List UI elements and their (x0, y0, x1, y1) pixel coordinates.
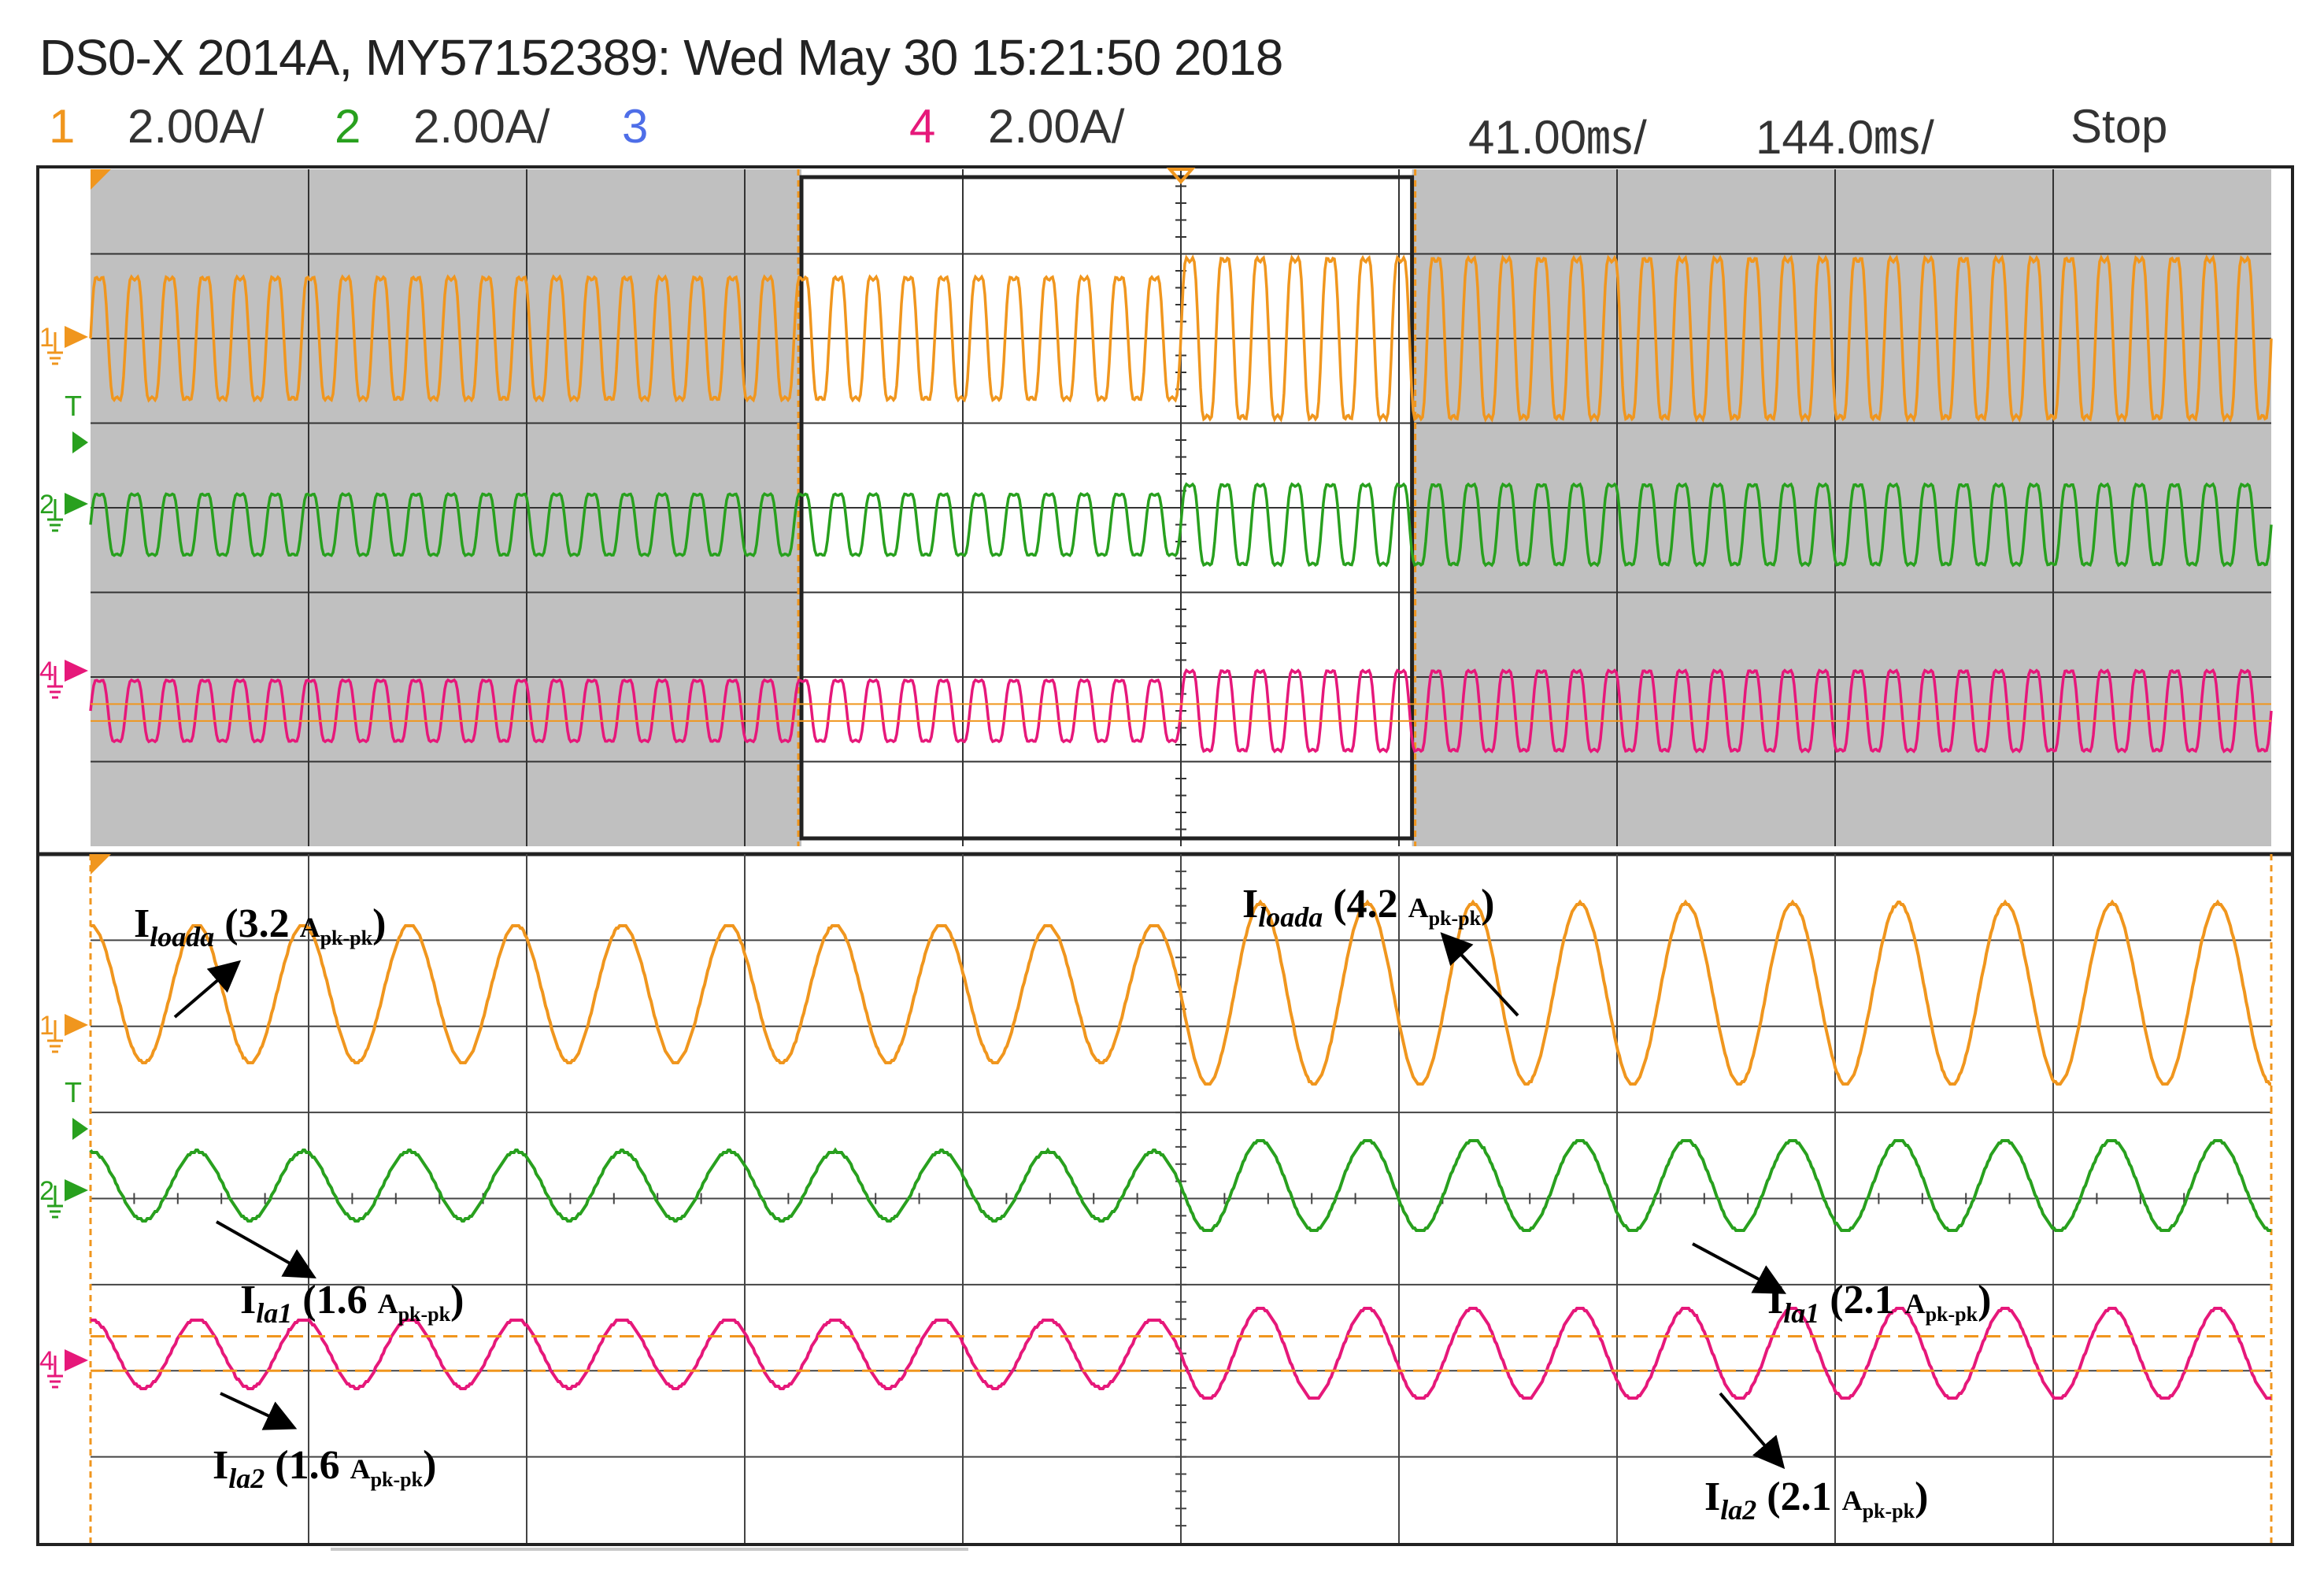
annotations: Iloada (3.2 Apk-pk) Iloada (4.2 Apk-pk) Il… (134, 882, 1991, 1526)
overview-trace-ch4 (89, 668, 2273, 754)
annotation-arrow-iloada-before (173, 960, 242, 1019)
corner-marker (91, 169, 111, 190)
overview-panel (89, 168, 2273, 846)
timebase-readout: 41.00㎳/ (1468, 111, 1647, 164)
ch1-marker: 1 (39, 323, 54, 353)
corner-marker (91, 854, 111, 875)
annotation-ila2-after: Ila2 (2.1 Apk-pk) (1704, 1474, 1928, 1526)
ch2-marker-ground-icon (47, 499, 63, 532)
scope-title: DS0-X 2014A, MY57152389: Wed May 30 15:2… (39, 29, 1283, 86)
ch1-marker-ground-icon (47, 332, 63, 365)
trigger-zoom-marker: T (65, 1076, 82, 1108)
ch2-zoom-marker-ground-icon (47, 1186, 63, 1219)
run-state: Stop (2071, 100, 2168, 153)
annotation-arrow-iloada-after (1440, 932, 1519, 1017)
ch2-zoom-marker: 2 (39, 1176, 54, 1206)
overview-trace-ch1 (89, 254, 2273, 423)
zoom-timebase-readout: 144.0㎳/ (1756, 111, 1934, 164)
zoom-trace-iloada (91, 899, 2271, 1086)
annotation-iloada-before: Iloada (3.2 Apk-pk) (134, 901, 386, 953)
ch1-zoom-marker-arrow-icon (65, 1014, 88, 1036)
ch1-zoom-marker: 1 (39, 1011, 54, 1041)
channel-markers: 1 2 4 1 2 4 T T (39, 323, 88, 1389)
ch2-marker-arrow-icon (65, 493, 88, 515)
annotation-arrow-ila2-before (220, 1392, 298, 1430)
ch4-marker: 4 (39, 657, 54, 686)
trigger-marker-arrow-icon (72, 431, 88, 453)
annotation-ila1-before: Ila1 (1.6 Apk-pk) (240, 1278, 464, 1329)
annotation-ila2-before: Ila2 (1.6 Apk-pk) (213, 1443, 436, 1494)
ch4-zoom-marker: 4 (39, 1346, 54, 1376)
ch4-zoom-marker-arrow-icon (65, 1349, 88, 1371)
ch4-zoom-marker-ground-icon (47, 1356, 63, 1389)
trigger-position-marker (1166, 168, 1196, 185)
ch2-zoom-marker-arrow-icon (65, 1179, 88, 1201)
ch4-scale: 2.00A/ (988, 100, 1125, 153)
annotation-arrow-ila1-before (216, 1220, 316, 1278)
ch2-number: 2 (335, 100, 361, 153)
ch4-marker-ground-icon (47, 666, 63, 699)
annotation-arrow-ila1-after (1692, 1242, 1787, 1294)
ch2-scale: 2.00A/ (413, 100, 550, 153)
zoom-trace-ila1 (89, 1139, 2271, 1232)
zoom-panel (38, 852, 2293, 1543)
overview-trace-ch2 (89, 482, 2273, 568)
annotation-ila1-after: Ila1 (2.1 Apk-pk) (1767, 1278, 1991, 1329)
annotation-arrow-ila2-after (1719, 1392, 1786, 1470)
ch1-marker-arrow-icon (65, 326, 88, 348)
annotation-iloada-after: Iloada (4.2 Apk-pk) (1242, 882, 1494, 933)
ch1-number: 1 (49, 100, 76, 153)
zoom-window-border (799, 175, 1415, 841)
trigger-marker: T (65, 390, 82, 422)
ch2-marker: 2 (39, 490, 54, 520)
ch1-scale: 2.00A/ (128, 100, 265, 153)
ch4-marker-arrow-icon (65, 660, 88, 682)
ch4-number: 4 (909, 100, 936, 153)
zoom-trace-ila2 (91, 1307, 2271, 1400)
trigger-zoom-marker-arrow-icon (72, 1118, 88, 1140)
ch1-zoom-marker-ground-icon (47, 1020, 63, 1053)
ch3-number: 3 (622, 100, 649, 153)
